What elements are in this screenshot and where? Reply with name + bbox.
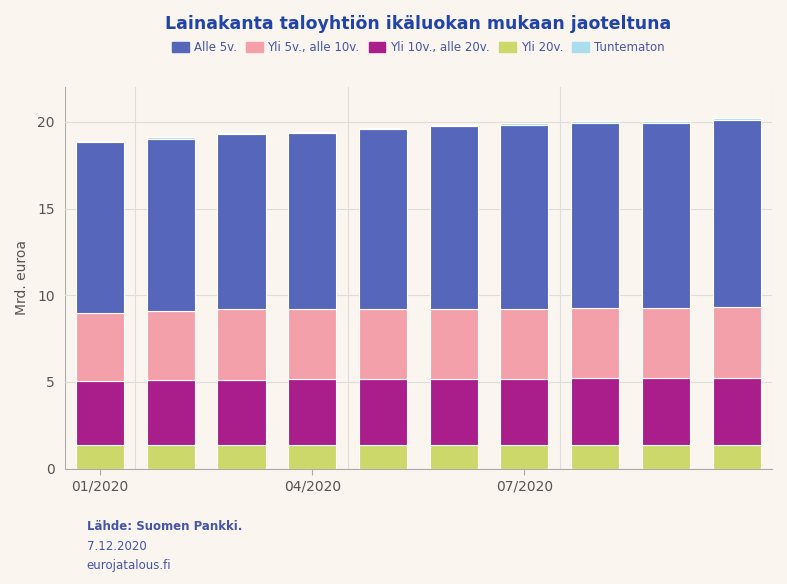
- Bar: [288, 445, 336, 469]
- Bar: [712, 444, 761, 469]
- Text: 7.12.2020: 7.12.2020: [87, 540, 146, 553]
- Bar: [288, 380, 336, 445]
- Bar: [712, 307, 761, 378]
- Bar: [642, 123, 690, 308]
- Bar: [76, 312, 124, 381]
- Bar: [430, 445, 478, 469]
- Bar: [642, 308, 690, 378]
- Bar: [712, 120, 761, 307]
- Bar: [76, 142, 124, 312]
- Bar: [288, 310, 336, 380]
- Bar: [501, 123, 549, 125]
- Bar: [359, 445, 407, 469]
- Bar: [642, 378, 690, 444]
- Bar: [712, 378, 761, 444]
- Bar: [501, 308, 549, 378]
- Bar: [146, 138, 195, 311]
- Bar: [501, 445, 549, 469]
- Legend: Alle 5v., Yli 5v., alle 10v., Yli 10v., alle 20v., Yli 20v., Tuntematon: Alle 5v., Yli 5v., alle 10v., Yli 10v., …: [168, 36, 669, 58]
- Bar: [359, 309, 407, 379]
- Bar: [146, 380, 195, 445]
- Bar: [571, 123, 619, 308]
- Bar: [642, 444, 690, 469]
- Bar: [642, 121, 690, 123]
- Bar: [146, 311, 195, 380]
- Bar: [288, 131, 336, 133]
- Bar: [430, 309, 478, 379]
- Bar: [359, 130, 407, 309]
- Bar: [288, 133, 336, 310]
- Bar: [430, 126, 478, 309]
- Bar: [571, 444, 619, 469]
- Bar: [217, 310, 265, 380]
- Bar: [76, 445, 124, 469]
- Bar: [430, 379, 478, 445]
- Bar: [76, 141, 124, 142]
- Bar: [217, 134, 265, 310]
- Bar: [359, 128, 407, 130]
- Bar: [712, 119, 761, 120]
- Bar: [501, 125, 549, 308]
- Bar: [571, 378, 619, 444]
- Bar: [359, 379, 407, 445]
- Bar: [217, 133, 265, 134]
- Title: Lainakanta taloyhtiön ikäluokan mukaan jaoteltuna: Lainakanta taloyhtiön ikäluokan mukaan j…: [165, 15, 671, 33]
- Bar: [501, 378, 549, 445]
- Bar: [217, 445, 265, 469]
- Bar: [430, 125, 478, 126]
- Text: eurojatalous.fi: eurojatalous.fi: [87, 559, 172, 572]
- Bar: [76, 381, 124, 445]
- Bar: [146, 445, 195, 469]
- Y-axis label: Mrd. euroa: Mrd. euroa: [15, 241, 29, 315]
- Bar: [571, 121, 619, 123]
- Text: Lähde: Suomen Pankki.: Lähde: Suomen Pankki.: [87, 520, 242, 533]
- Bar: [571, 308, 619, 378]
- Bar: [217, 380, 265, 445]
- Bar: [146, 137, 195, 138]
